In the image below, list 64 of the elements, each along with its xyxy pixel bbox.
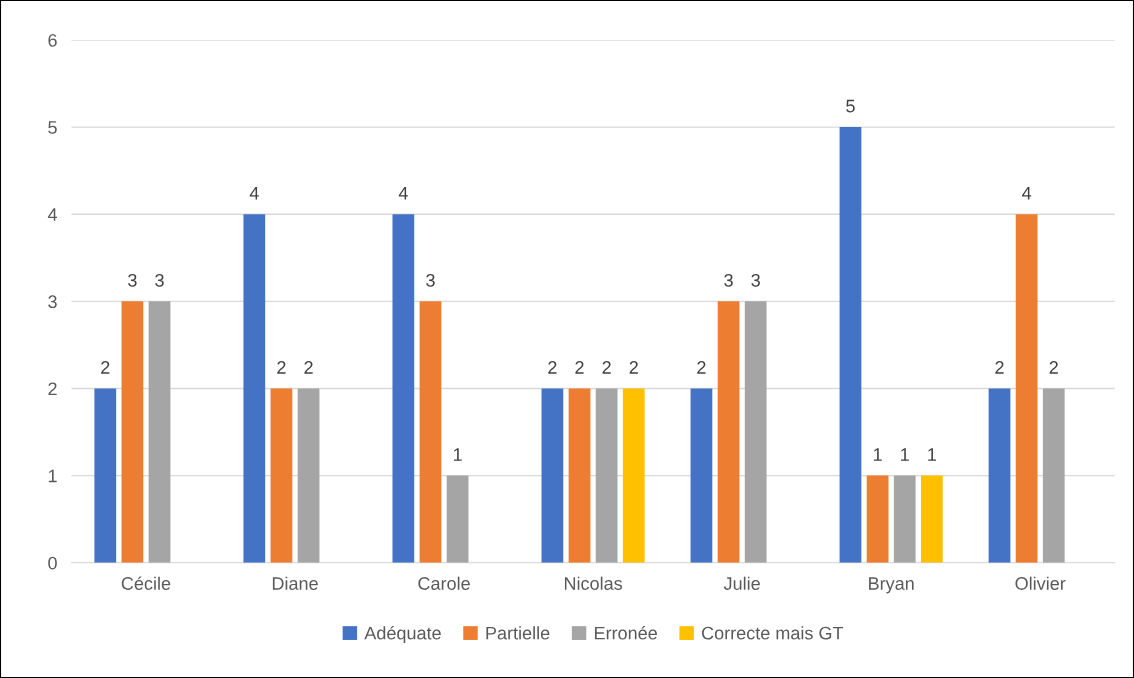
bar (243, 214, 266, 563)
x-tick-label: Julie (723, 576, 760, 590)
data-label: 1 (453, 448, 462, 461)
bar (839, 127, 862, 563)
bar (622, 388, 645, 563)
bar (690, 388, 713, 563)
data-label: 3 (751, 273, 760, 287)
bar (717, 301, 740, 563)
data-label: 3 (724, 273, 733, 287)
data-label: 2 (277, 361, 286, 374)
data-label: 4 (1022, 186, 1032, 200)
data-label: 2 (548, 361, 557, 374)
x-tick-label: Olivier (1015, 576, 1066, 590)
data-label: 2 (629, 361, 638, 374)
legend-label: Correcte mais GT (701, 626, 844, 640)
y-tick-label: 3 (48, 295, 57, 309)
data-label: 1 (928, 448, 936, 461)
x-tick-label: Nicolas (564, 576, 623, 590)
x-tick-label: Carole (418, 576, 470, 590)
y-tick-label: 5 (48, 121, 57, 134)
legend-label: Partielle (486, 626, 550, 640)
data-label: 5 (846, 99, 855, 113)
legend-label: Adéquate (364, 626, 441, 644)
data-label: 2 (697, 361, 706, 374)
data-label: 2 (995, 361, 1004, 374)
data-label: 2 (575, 361, 584, 374)
data-label: 3 (155, 273, 164, 287)
data-label: 4 (398, 186, 408, 200)
data-label: 2 (1049, 361, 1058, 374)
bar (541, 388, 564, 563)
bar (392, 214, 415, 563)
bar (893, 475, 916, 563)
bar (419, 301, 442, 563)
x-tick-label: Bryan (869, 577, 914, 594)
y-tick-label: 2 (48, 382, 57, 396)
y-tick-label: 6 (48, 33, 57, 47)
bar (121, 301, 144, 563)
data-label: 1 (901, 448, 909, 461)
bar (94, 388, 117, 563)
data-label: 4 (249, 186, 259, 200)
bar (446, 475, 469, 563)
data-label: 2 (304, 361, 313, 374)
legend-label: Erronée (594, 626, 657, 640)
x-tick-label: Cécile (121, 576, 171, 590)
bar (595, 388, 618, 563)
bar (866, 475, 889, 563)
y-tick-label: 0 (48, 556, 57, 570)
y-tick-label: 1 (48, 469, 57, 483)
data-label: 1 (873, 448, 882, 461)
data-label: 2 (602, 361, 611, 374)
bar (1015, 214, 1038, 563)
bar (920, 475, 943, 563)
data-label: 3 (128, 273, 137, 287)
bar (1042, 388, 1065, 563)
bar (297, 388, 320, 563)
bar (148, 301, 171, 563)
x-tick-label: Diane (272, 576, 318, 590)
data-label: 2 (101, 361, 110, 374)
bar (568, 388, 591, 563)
bar (270, 388, 293, 563)
bar (744, 301, 767, 563)
bar (988, 388, 1011, 563)
y-tick-label: 4 (47, 208, 58, 221)
data-label: 3 (426, 273, 435, 287)
